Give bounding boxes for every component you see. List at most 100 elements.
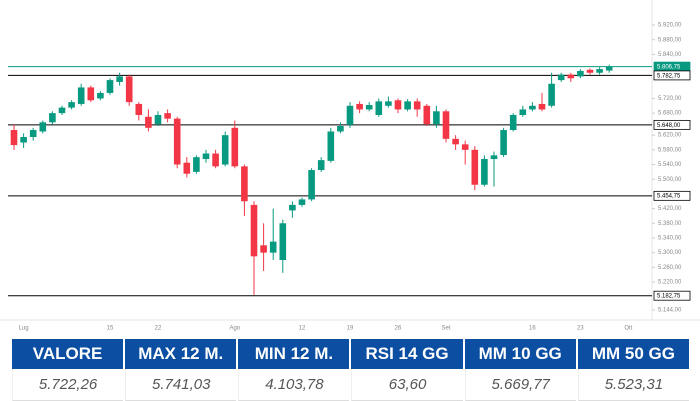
candle-body [452,138,459,145]
y-tick-label: 5.300,00 [658,250,682,256]
candle-body [20,136,27,143]
y-tick-label: 5.144,00 [658,308,682,314]
level-label: 5.806,75 [657,64,681,70]
x-tick-label: 15 [107,326,114,332]
x-tick-label: 22 [155,326,162,332]
candle-body [145,116,152,128]
value-cell: 63,60 [351,369,463,401]
y-tick-label: 5.420,00 [658,206,682,212]
y-tick-label: 5.340,00 [658,236,682,242]
value-cell: 5.741,03 [125,369,237,401]
header-cell: RSI 14 GG [351,339,463,369]
y-tick-label: 5.880,00 [658,37,682,43]
x-tick-label: 19 [347,326,354,332]
candle-body [298,199,306,205]
header-row: VALORE MAX 12 M. MIN 12 M. RSI 14 GG MM 10 G… [12,339,689,369]
candle-body [317,160,325,171]
candle-body [250,204,258,257]
x-tick-label: 26 [395,326,402,332]
level-label: 5.648,00 [657,123,681,129]
candle-body [433,111,440,125]
candle-body [193,157,200,172]
candle-body [394,100,402,110]
candle-body [269,241,277,253]
candle-body [500,130,507,155]
candle-body [125,76,133,103]
candle-body [154,114,162,125]
candle-body [471,149,479,185]
y-tick-label: 5.220,00 [658,280,682,286]
x-tick-label: Ago [229,326,240,332]
level-label: 5.182,75 [657,294,681,300]
candle-body [183,162,191,174]
candle-body [58,107,66,114]
x-tick-label: 12 [299,326,306,332]
candle-body [423,105,431,125]
candle-body [509,114,517,131]
value-cell: 4.103,78 [238,369,350,401]
candle-body [605,66,613,71]
candle-body [548,83,555,106]
chart: 5.920,00 5.880,00 5.840,00 5.720,00 5.680,00… [0,0,700,332]
candle-body [461,144,469,150]
candle-body [557,74,565,81]
candle-body [39,122,47,132]
candle-body [385,101,392,106]
candle-body [202,153,210,160]
x-tick-label: 23 [577,326,584,332]
values-row: 5.722,26 5.741,03 4.103,78 63,60 5.669,77 5.5… [12,369,689,401]
stats-table: VALORE MAX 12 M. MIN 12 M. RSI 14 GG MM 10 G… [10,339,691,401]
y-tick-label: 5.680,00 [658,111,682,117]
candle-body [231,127,239,167]
candle-body [337,125,344,132]
header-cell: VALORE [12,339,124,369]
candle-body [106,80,114,93]
candle-body [529,105,536,110]
x-tick-label: Lug [19,326,29,332]
header-cell: MM 10 GG [464,339,576,369]
value-cell: 5.669,77 [464,369,576,401]
candle-body [10,130,18,146]
header-cell: MM 50 GG [577,339,689,369]
candle-body [221,135,229,165]
y-tick-label: 5.840,00 [658,52,682,58]
level-label-box [653,70,691,81]
candle-body [577,70,584,77]
candle-body [97,92,104,99]
candle-body [241,166,248,202]
y-tick-label: 5.580,00 [658,147,682,153]
candle-body [135,103,143,115]
y-tick-label: 5.720,00 [658,96,682,102]
candle-body [289,204,296,211]
candle-body [116,76,123,82]
candle-body [29,130,37,137]
y-tick-label: 5.380,00 [658,221,682,227]
candle-body [346,105,354,125]
level-label-box [653,190,691,201]
y-tick-label: 5.500,00 [658,177,682,183]
candle-body [365,105,373,110]
level-label: 5.454,75 [657,194,681,200]
x-tick-label: Ott [624,326,632,332]
candle-body [586,69,594,73]
candle-body [173,118,181,165]
candle-body [308,170,315,200]
candle-body [596,69,603,73]
y-tick-label: 5.920,00 [658,23,682,29]
candle-body [327,131,335,161]
y-tick-label: 5.620,00 [658,133,682,139]
candle-body [404,101,411,110]
candle-body [260,245,267,253]
candle-body [375,101,383,115]
candle-body [519,109,527,115]
candle-body [164,113,171,119]
x-tick-label: Set [441,326,450,332]
candle-body [87,87,95,101]
candle-body [442,111,450,139]
candle-body [49,113,56,123]
candle-body [77,87,85,104]
candle-body [481,159,488,185]
header-cell: MAX 12 M. [125,339,237,369]
candle-body [413,101,421,110]
